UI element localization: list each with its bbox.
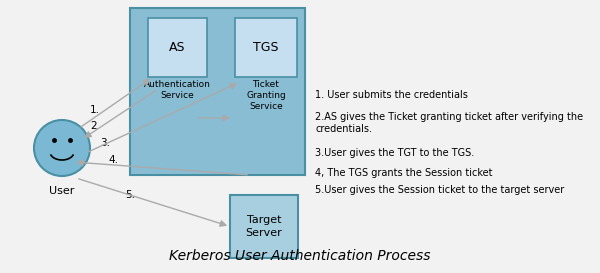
Text: User: User [49,186,74,196]
Text: 4.: 4. [108,155,118,165]
Text: Kerberos User Authentication Process: Kerberos User Authentication Process [169,249,431,263]
FancyBboxPatch shape [148,18,207,77]
FancyBboxPatch shape [235,18,297,77]
Text: 1.: 1. [90,105,100,115]
Text: 2.: 2. [90,121,100,131]
Circle shape [34,120,90,176]
FancyBboxPatch shape [130,8,305,175]
FancyBboxPatch shape [230,195,298,258]
Text: TGS: TGS [253,41,279,54]
Text: 1. User submits the credentials: 1. User submits the credentials [315,90,468,100]
Text: Authentication
Service: Authentication Service [144,80,211,100]
Text: 4, The TGS grants the Session ticket: 4, The TGS grants the Session ticket [315,168,493,178]
Text: Ticket
Granting
Service: Ticket Granting Service [246,80,286,111]
Text: 3.: 3. [100,138,110,148]
Text: AS: AS [169,41,186,54]
Text: 3.User gives the TGT to the TGS.: 3.User gives the TGT to the TGS. [315,148,474,158]
Text: 5.: 5. [125,190,135,200]
Text: 5.User gives the Session ticket to the target server: 5.User gives the Session ticket to the t… [315,185,564,195]
Text: 2.AS gives the Ticket granting ticket after verifying the
credentials.: 2.AS gives the Ticket granting ticket af… [315,112,583,134]
Text: Target
Server: Target Server [245,215,283,238]
